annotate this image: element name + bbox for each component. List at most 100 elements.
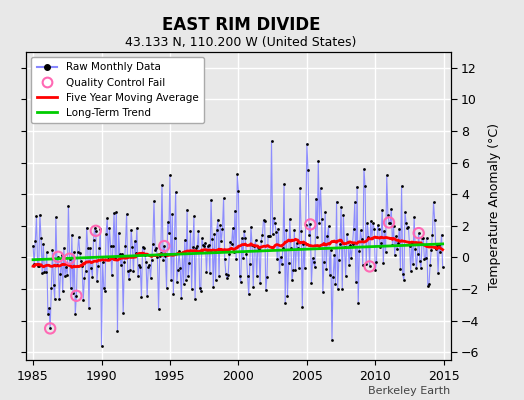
Point bbox=[158, 182, 166, 188]
Point bbox=[68, 232, 76, 238]
Point bbox=[231, 207, 239, 214]
Point bbox=[221, 256, 229, 262]
Point bbox=[230, 248, 238, 255]
Point bbox=[120, 259, 128, 266]
Point bbox=[386, 220, 395, 226]
Point bbox=[273, 256, 281, 262]
Point bbox=[291, 267, 300, 274]
Point bbox=[153, 254, 161, 260]
Point bbox=[88, 274, 96, 280]
Point bbox=[53, 262, 61, 268]
Point bbox=[301, 222, 310, 228]
Point bbox=[208, 236, 216, 242]
Point bbox=[228, 225, 237, 232]
Point bbox=[136, 264, 145, 270]
Point bbox=[133, 225, 141, 231]
Point bbox=[193, 243, 202, 249]
Point bbox=[225, 251, 234, 258]
Point bbox=[96, 226, 105, 232]
Point bbox=[261, 287, 270, 293]
Point bbox=[135, 262, 144, 268]
Point bbox=[119, 310, 127, 316]
Point bbox=[227, 241, 236, 247]
Point bbox=[195, 285, 204, 292]
Point bbox=[305, 232, 313, 238]
Point bbox=[350, 225, 358, 232]
Point bbox=[91, 225, 99, 231]
Point bbox=[238, 235, 246, 241]
Point bbox=[159, 257, 167, 263]
Point bbox=[416, 258, 424, 264]
Point bbox=[192, 245, 200, 251]
Point bbox=[289, 267, 298, 273]
Text: Berkeley Earth: Berkeley Earth bbox=[368, 386, 451, 396]
Point bbox=[40, 269, 49, 276]
Point bbox=[337, 204, 345, 210]
Point bbox=[279, 244, 287, 251]
Point bbox=[166, 172, 174, 178]
Point bbox=[138, 244, 147, 250]
Point bbox=[411, 246, 420, 252]
Point bbox=[309, 255, 317, 262]
Point bbox=[365, 263, 374, 270]
Point bbox=[93, 278, 101, 284]
Point bbox=[363, 220, 372, 226]
Point bbox=[42, 249, 51, 256]
Point bbox=[326, 247, 335, 253]
Point bbox=[254, 244, 262, 250]
Point bbox=[200, 243, 209, 249]
Point bbox=[211, 277, 220, 284]
Point bbox=[293, 245, 302, 251]
Point bbox=[331, 280, 340, 287]
Point bbox=[137, 294, 146, 300]
Point bbox=[292, 240, 301, 246]
Point bbox=[169, 291, 178, 297]
Point bbox=[306, 221, 314, 228]
Point bbox=[196, 288, 205, 294]
Point bbox=[375, 226, 383, 232]
Point bbox=[103, 215, 112, 222]
Point bbox=[267, 138, 276, 144]
Point bbox=[59, 288, 67, 294]
Point bbox=[347, 255, 356, 262]
Point bbox=[420, 256, 429, 262]
Point bbox=[75, 250, 84, 256]
Point bbox=[92, 228, 100, 234]
Point bbox=[41, 269, 50, 276]
Point bbox=[243, 272, 252, 279]
Point bbox=[100, 285, 108, 292]
Point bbox=[57, 252, 66, 259]
Point bbox=[172, 279, 181, 286]
Point bbox=[43, 310, 52, 317]
Point bbox=[315, 219, 324, 226]
Point bbox=[356, 227, 365, 234]
Point bbox=[151, 247, 159, 253]
Point bbox=[39, 241, 48, 247]
Point bbox=[274, 226, 282, 232]
Point bbox=[368, 235, 376, 241]
Point bbox=[381, 249, 390, 255]
Point bbox=[311, 264, 319, 271]
Point bbox=[336, 241, 344, 247]
Point bbox=[323, 232, 332, 239]
Point bbox=[354, 300, 363, 306]
Point bbox=[145, 262, 154, 268]
Point bbox=[297, 228, 305, 234]
Point bbox=[321, 209, 329, 216]
Point bbox=[428, 232, 436, 239]
Point bbox=[425, 281, 433, 288]
Point bbox=[110, 210, 118, 216]
Point bbox=[394, 240, 402, 246]
Point bbox=[393, 246, 401, 252]
Point bbox=[72, 292, 81, 299]
Point bbox=[226, 239, 235, 246]
Point bbox=[194, 228, 203, 234]
Point bbox=[118, 250, 126, 257]
Point bbox=[179, 281, 188, 287]
Point bbox=[436, 249, 444, 256]
Point bbox=[438, 232, 446, 238]
Point bbox=[213, 227, 221, 234]
Point bbox=[406, 242, 414, 249]
Point bbox=[54, 254, 62, 260]
Point bbox=[249, 284, 257, 290]
